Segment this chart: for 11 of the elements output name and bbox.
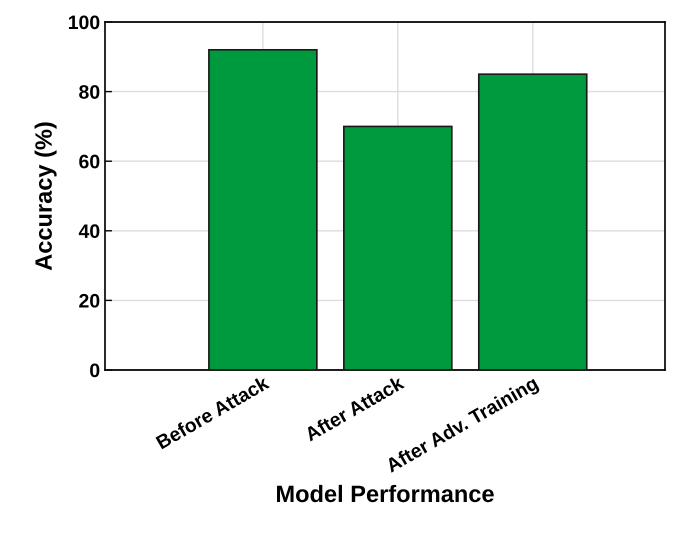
y-tick-label: 80	[79, 85, 100, 99]
y-tick-label: 20	[79, 294, 100, 308]
y-axis-title: Accuracy (%)	[34, 122, 57, 270]
y-tick-label: 40	[78, 224, 100, 238]
y-tick-label: 60	[79, 154, 100, 168]
x-axis-title: Model Performance	[277, 484, 494, 502]
y-tick-label: 100	[68, 15, 100, 30]
y-tick-label: 0	[90, 363, 100, 378]
bar	[208, 49, 318, 370]
bar	[343, 126, 453, 370]
bar	[478, 73, 588, 370]
